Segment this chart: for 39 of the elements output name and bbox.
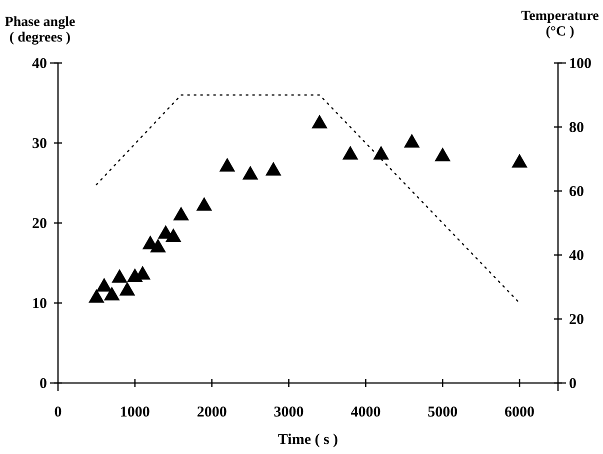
point [242,166,258,180]
point [342,146,358,160]
point [112,269,128,283]
x-tick-label: 5000 [428,404,458,420]
point [88,289,104,303]
y-tick-label: 10 [32,296,47,312]
point [119,282,136,296]
y2-tick-label: 60 [569,184,584,200]
point [219,158,236,172]
x-axis-title: Time ( s ) [278,432,338,448]
x-tick-label: 0 [54,404,62,420]
point [104,286,120,300]
x-tick-label: 3000 [274,404,304,420]
y-tick-label: 30 [32,136,47,152]
y2-tick-label: 0 [569,376,576,392]
y-tick-label: 40 [32,56,47,72]
point [312,114,328,128]
y2-tick-label: 40 [569,248,584,264]
x-tick-label: 4000 [350,404,381,420]
x-tick-label: 1000 [120,404,150,420]
y2-tick-label: 80 [569,120,584,136]
point [512,154,528,168]
y2-tick-label: 100 [569,56,592,72]
x-tick-label: 2000 [196,404,227,420]
x-tick-label: 6000 [504,404,535,420]
y-tick-label: 20 [32,216,47,232]
point [265,162,282,176]
y-axis-title: Phase angle ( degrees ) [4,15,76,46]
point [96,278,112,292]
point [173,206,190,220]
point [373,146,390,160]
y-tick-label: 0 [40,376,47,392]
point [150,238,166,252]
point [196,197,212,211]
y2-tick-label: 20 [569,312,584,328]
point [404,134,420,148]
point [165,228,182,242]
y2-axis-title: Temperature (°C ) [521,9,599,40]
point [434,147,451,162]
